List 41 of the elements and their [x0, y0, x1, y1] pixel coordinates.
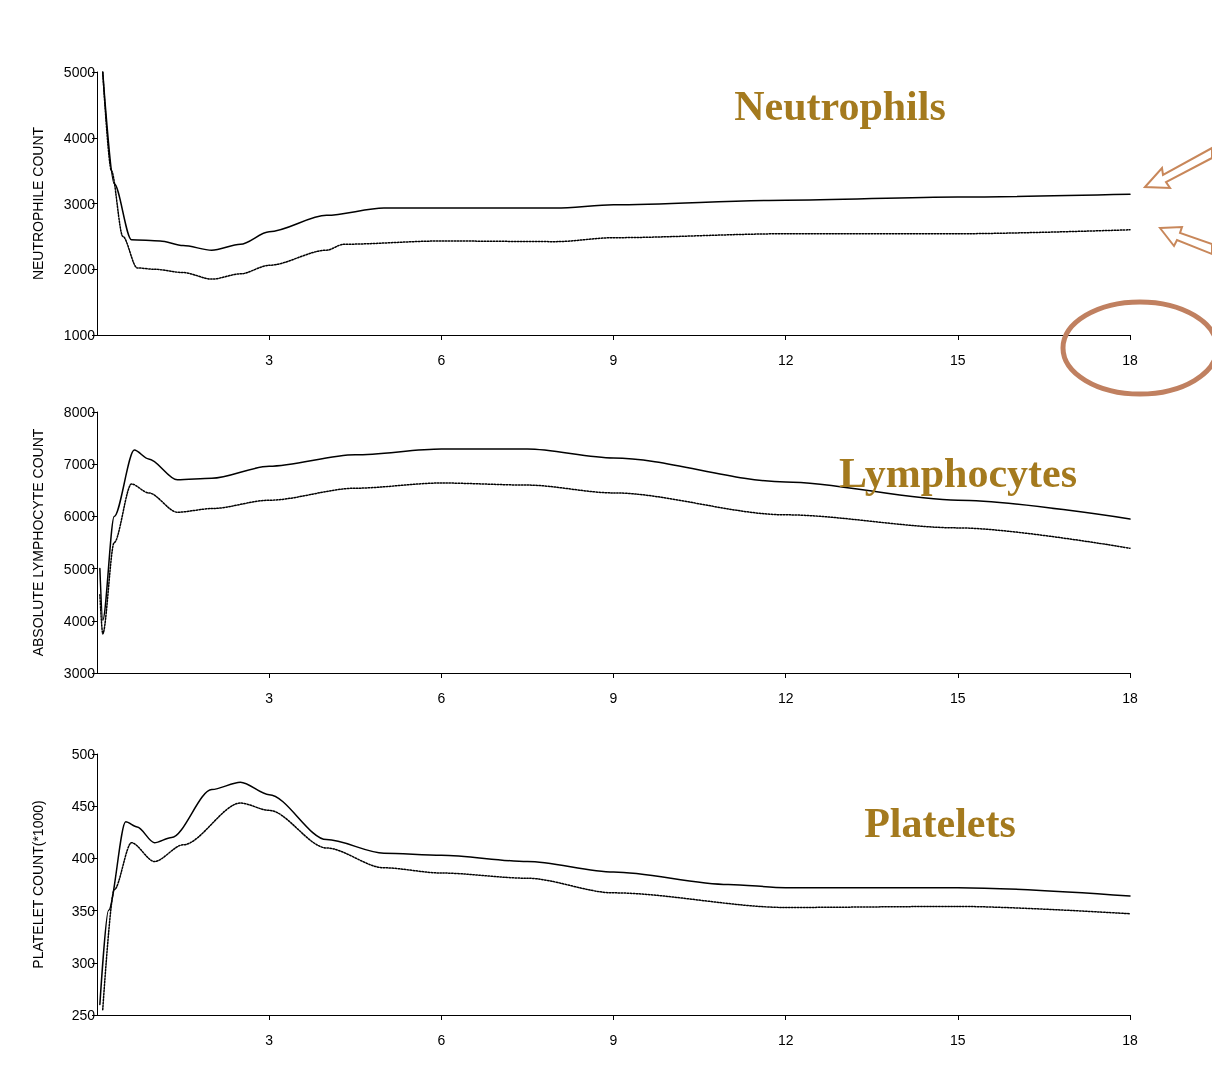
x-tick-label: 9: [609, 690, 618, 706]
x-tick-label: 15: [950, 690, 966, 706]
x-tick-label: 3: [265, 690, 274, 706]
y-tick-label: 7000: [63, 456, 96, 473]
x-tick-label: 6: [437, 690, 446, 706]
y-tick-label: 3000: [63, 665, 96, 681]
y-axis-title: ABSOLUTE LYMPHOCYTE COUNT: [30, 428, 46, 657]
y-tick-label: 350: [71, 902, 96, 919]
x-tick-label: 18: [1122, 352, 1138, 368]
x-tick-label: 6: [437, 1032, 446, 1048]
x-tick-label: 15: [950, 1032, 966, 1048]
x-tick-label: 9: [609, 1032, 618, 1048]
y-tick-label: 6000: [63, 508, 96, 525]
x-tick-label: 18: [1122, 690, 1138, 706]
y-tick-label: 450: [71, 798, 96, 815]
y-tick-label: 1000: [63, 327, 96, 343]
x-tick-label: 3: [265, 1032, 274, 1048]
x-tick-label: 12: [777, 352, 794, 368]
x-tick-label: 12: [777, 1032, 794, 1048]
x-tick-label: 6: [437, 352, 446, 368]
text: Lymphocytes: [838, 450, 1078, 496]
chart-title: Neutrophils: [734, 83, 946, 129]
x-tick-label: 9: [609, 352, 618, 368]
y-tick-label: 400: [71, 850, 96, 867]
y-tick-label: 3000: [63, 195, 96, 212]
x-tick-label: 18: [1122, 1032, 1138, 1048]
x-tick-label: 3: [265, 352, 274, 368]
y-tick-label: 4000: [63, 129, 96, 146]
y-tick-label: 250: [71, 1007, 96, 1023]
y-axis-title: NEUTROPHILE COUNT: [30, 126, 46, 281]
x-tick-label: 15: [950, 352, 966, 368]
y-axis-title: PLATELET COUNT(*1000): [30, 800, 46, 969]
y-tick-label: 5000: [63, 64, 96, 80]
y-tick-label: 300: [71, 954, 96, 971]
y-tick-label: 8000: [63, 404, 96, 420]
y-tick-label: 2000: [63, 261, 96, 278]
y-tick-label: 5000: [63, 560, 96, 577]
text: Platelets: [864, 800, 1016, 846]
y-tick-label: 4000: [63, 612, 96, 629]
y-tick-label: 500: [71, 746, 96, 762]
x-tick-label: 12: [777, 690, 794, 706]
